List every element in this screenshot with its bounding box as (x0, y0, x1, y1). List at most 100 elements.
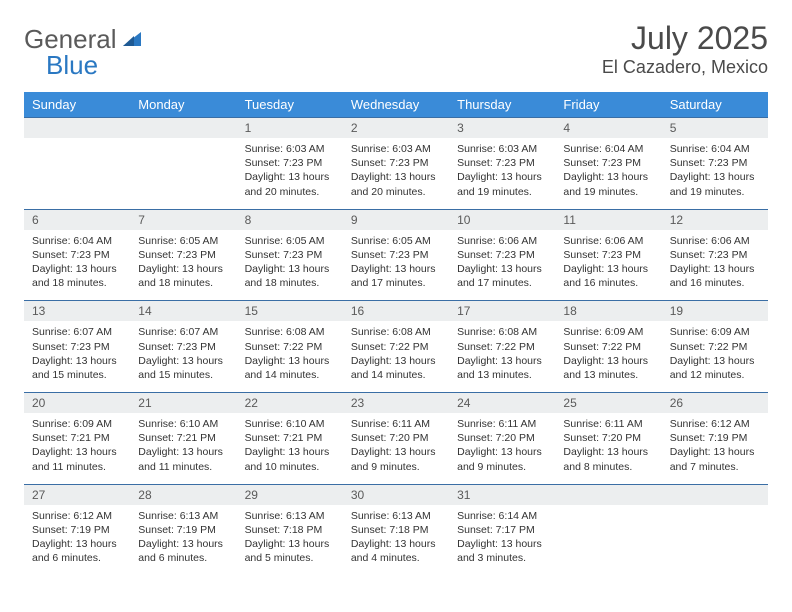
day-cell: Sunrise: 6:04 AMSunset: 7:23 PMDaylight:… (24, 230, 130, 301)
day-cell (24, 138, 130, 209)
day-cell: Sunrise: 6:13 AMSunset: 7:19 PMDaylight:… (130, 505, 236, 576)
day-cell: Sunrise: 6:03 AMSunset: 7:23 PMDaylight:… (237, 138, 343, 209)
day-number: 25 (555, 393, 661, 414)
weekday-header-row: Sunday Monday Tuesday Wednesday Thursday… (24, 92, 768, 118)
sunrise-text: Sunrise: 6:05 AM (245, 234, 335, 248)
sunrise-text: Sunrise: 6:13 AM (138, 509, 228, 523)
sunset-text: Sunset: 7:22 PM (457, 340, 547, 354)
day-cell: Sunrise: 6:09 AMSunset: 7:21 PMDaylight:… (24, 413, 130, 484)
day-number: 3 (449, 118, 555, 139)
sunrise-text: Sunrise: 6:10 AM (138, 417, 228, 431)
daylight-text: Daylight: 13 hours and 3 minutes. (457, 537, 547, 565)
sunset-text: Sunset: 7:18 PM (245, 523, 335, 537)
sunset-text: Sunset: 7:19 PM (670, 431, 760, 445)
day-number: 27 (24, 484, 130, 505)
sunset-text: Sunset: 7:21 PM (32, 431, 122, 445)
day-number (555, 484, 661, 505)
daylight-text: Daylight: 13 hours and 4 minutes. (351, 537, 441, 565)
daylight-text: Daylight: 13 hours and 18 minutes. (138, 262, 228, 290)
daylight-text: Daylight: 13 hours and 20 minutes. (245, 170, 335, 198)
sunrise-text: Sunrise: 6:08 AM (457, 325, 547, 339)
sunset-text: Sunset: 7:22 PM (563, 340, 653, 354)
day-number: 18 (555, 301, 661, 322)
weekday-header: Wednesday (343, 92, 449, 118)
sunrise-text: Sunrise: 6:13 AM (245, 509, 335, 523)
day-number: 23 (343, 393, 449, 414)
day-number: 28 (130, 484, 236, 505)
sunrise-text: Sunrise: 6:03 AM (457, 142, 547, 156)
day-number (24, 118, 130, 139)
daylight-text: Daylight: 13 hours and 6 minutes. (138, 537, 228, 565)
day-number: 26 (662, 393, 768, 414)
day-number-row: 20212223242526 (24, 393, 768, 414)
daylight-text: Daylight: 13 hours and 17 minutes. (457, 262, 547, 290)
sunset-text: Sunset: 7:23 PM (457, 248, 547, 262)
daylight-text: Daylight: 13 hours and 19 minutes. (457, 170, 547, 198)
day-cell: Sunrise: 6:08 AMSunset: 7:22 PMDaylight:… (237, 321, 343, 392)
daylight-text: Daylight: 13 hours and 14 minutes. (245, 354, 335, 382)
day-number (130, 118, 236, 139)
day-number: 22 (237, 393, 343, 414)
logo-sail-icon (121, 30, 143, 53)
sunrise-text: Sunrise: 6:05 AM (138, 234, 228, 248)
sunset-text: Sunset: 7:20 PM (457, 431, 547, 445)
daylight-text: Daylight: 13 hours and 19 minutes. (563, 170, 653, 198)
day-number: 8 (237, 209, 343, 230)
calendar-page: General July 2025 El Cazadero, Mexico Bl… (0, 0, 792, 595)
title-month: July 2025 (602, 20, 768, 57)
day-cell: Sunrise: 6:09 AMSunset: 7:22 PMDaylight:… (555, 321, 661, 392)
day-cell: Sunrise: 6:04 AMSunset: 7:23 PMDaylight:… (662, 138, 768, 209)
day-cell: Sunrise: 6:03 AMSunset: 7:23 PMDaylight:… (449, 138, 555, 209)
sunrise-text: Sunrise: 6:12 AM (32, 509, 122, 523)
sunrise-text: Sunrise: 6:11 AM (457, 417, 547, 431)
day-number: 19 (662, 301, 768, 322)
day-content-row: Sunrise: 6:09 AMSunset: 7:21 PMDaylight:… (24, 413, 768, 484)
day-number: 29 (237, 484, 343, 505)
day-content-row: Sunrise: 6:04 AMSunset: 7:23 PMDaylight:… (24, 230, 768, 301)
sunrise-text: Sunrise: 6:14 AM (457, 509, 547, 523)
sunrise-text: Sunrise: 6:06 AM (457, 234, 547, 248)
day-cell: Sunrise: 6:09 AMSunset: 7:22 PMDaylight:… (662, 321, 768, 392)
day-number: 10 (449, 209, 555, 230)
sunset-text: Sunset: 7:23 PM (32, 248, 122, 262)
day-cell: Sunrise: 6:14 AMSunset: 7:17 PMDaylight:… (449, 505, 555, 576)
daylight-text: Daylight: 13 hours and 13 minutes. (563, 354, 653, 382)
day-cell: Sunrise: 6:11 AMSunset: 7:20 PMDaylight:… (555, 413, 661, 484)
sunset-text: Sunset: 7:21 PM (138, 431, 228, 445)
daylight-text: Daylight: 13 hours and 8 minutes. (563, 445, 653, 473)
day-cell: Sunrise: 6:13 AMSunset: 7:18 PMDaylight:… (343, 505, 449, 576)
sunset-text: Sunset: 7:19 PM (32, 523, 122, 537)
day-cell: Sunrise: 6:05 AMSunset: 7:23 PMDaylight:… (237, 230, 343, 301)
day-content-row: Sunrise: 6:07 AMSunset: 7:23 PMDaylight:… (24, 321, 768, 392)
day-number-row: 13141516171819 (24, 301, 768, 322)
sunrise-text: Sunrise: 6:03 AM (351, 142, 441, 156)
sunset-text: Sunset: 7:23 PM (245, 156, 335, 170)
day-cell: Sunrise: 6:08 AMSunset: 7:22 PMDaylight:… (449, 321, 555, 392)
daylight-text: Daylight: 13 hours and 16 minutes. (563, 262, 653, 290)
title-block: July 2025 El Cazadero, Mexico (602, 20, 768, 78)
sunset-text: Sunset: 7:23 PM (563, 248, 653, 262)
day-cell: Sunrise: 6:05 AMSunset: 7:23 PMDaylight:… (343, 230, 449, 301)
day-cell: Sunrise: 6:07 AMSunset: 7:23 PMDaylight:… (130, 321, 236, 392)
daylight-text: Daylight: 13 hours and 11 minutes. (32, 445, 122, 473)
daylight-text: Daylight: 13 hours and 12 minutes. (670, 354, 760, 382)
sunrise-text: Sunrise: 6:06 AM (670, 234, 760, 248)
day-cell: Sunrise: 6:03 AMSunset: 7:23 PMDaylight:… (343, 138, 449, 209)
header: General July 2025 El Cazadero, Mexico (24, 20, 768, 78)
sunset-text: Sunset: 7:20 PM (351, 431, 441, 445)
sunset-text: Sunset: 7:23 PM (457, 156, 547, 170)
day-number: 1 (237, 118, 343, 139)
day-number: 4 (555, 118, 661, 139)
daylight-text: Daylight: 13 hours and 14 minutes. (351, 354, 441, 382)
sunset-text: Sunset: 7:23 PM (245, 248, 335, 262)
sunrise-text: Sunrise: 6:13 AM (351, 509, 441, 523)
day-cell: Sunrise: 6:07 AMSunset: 7:23 PMDaylight:… (24, 321, 130, 392)
day-number: 11 (555, 209, 661, 230)
calendar-table: Sunday Monday Tuesday Wednesday Thursday… (24, 92, 768, 575)
day-number: 15 (237, 301, 343, 322)
title-location: El Cazadero, Mexico (602, 57, 768, 78)
day-number: 31 (449, 484, 555, 505)
daylight-text: Daylight: 13 hours and 18 minutes. (32, 262, 122, 290)
day-number-row: 12345 (24, 118, 768, 139)
sunrise-text: Sunrise: 6:05 AM (351, 234, 441, 248)
